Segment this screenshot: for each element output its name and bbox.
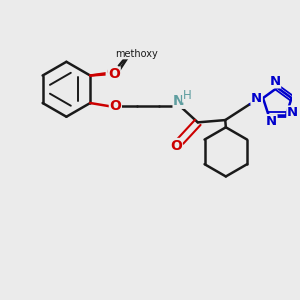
Text: N: N [251, 92, 262, 105]
Text: O: O [108, 67, 120, 81]
Text: H: H [183, 89, 191, 102]
Text: N: N [266, 115, 277, 128]
Text: N: N [287, 106, 298, 119]
Text: O: O [106, 66, 118, 79]
Text: O: O [170, 139, 182, 152]
Text: N: N [269, 75, 281, 88]
Text: methoxy: methoxy [115, 49, 158, 59]
Text: N: N [173, 94, 185, 108]
Text: O: O [110, 100, 121, 113]
